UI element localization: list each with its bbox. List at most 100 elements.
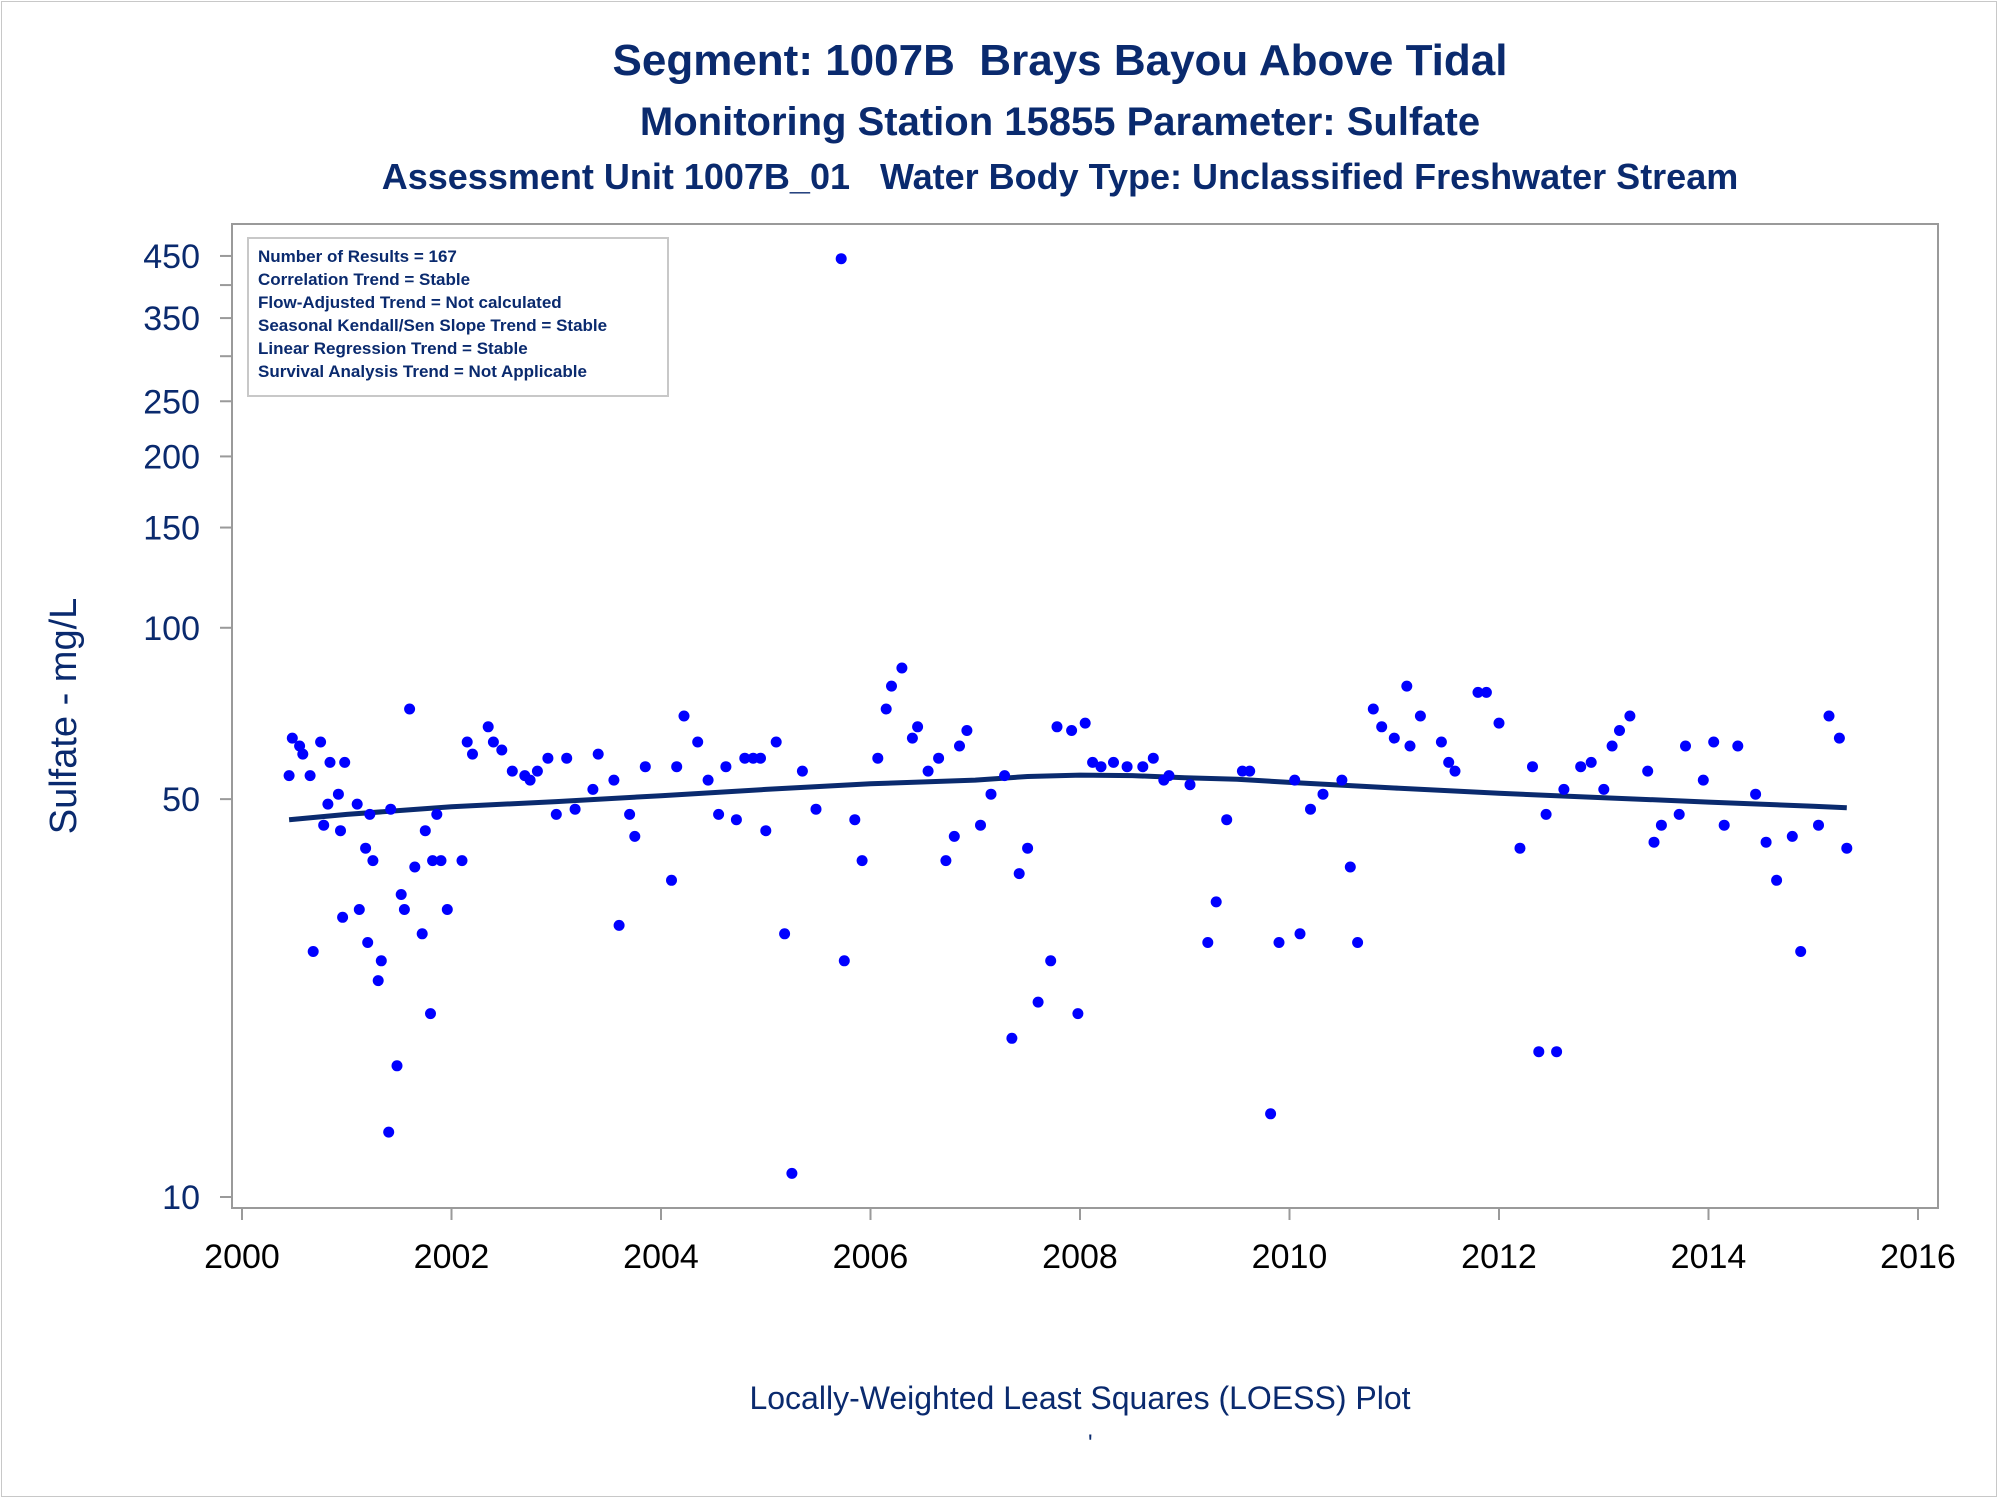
data-point <box>337 911 349 923</box>
data-point <box>332 788 344 800</box>
data-point <box>569 803 581 815</box>
y-tick-label: 150 <box>143 510 200 548</box>
data-point <box>482 721 494 733</box>
data-point <box>383 1126 395 1138</box>
data-point <box>1833 732 1845 744</box>
data-point <box>1614 725 1625 736</box>
data-point <box>1795 946 1807 957</box>
data-point <box>922 765 934 777</box>
data-point <box>906 732 918 744</box>
data-point <box>666 874 677 886</box>
data-point <box>1022 842 1034 854</box>
stats-box-frame <box>247 237 669 397</box>
chart-title: Segment: 1007B Brays Bayou Above Tidal <box>612 36 1508 85</box>
data-point <box>880 703 892 715</box>
data-point <box>1051 721 1063 733</box>
loess-layer <box>288 772 1847 823</box>
data-point <box>1163 770 1175 782</box>
data-point <box>1606 740 1618 752</box>
data-point <box>297 748 309 760</box>
x-tick-label: 2002 <box>414 1238 490 1276</box>
data-point <box>1443 756 1455 768</box>
data-point <box>1750 788 1762 800</box>
x-tick-label: 2000 <box>204 1238 280 1276</box>
data-point <box>671 761 683 773</box>
data-point <box>678 710 690 722</box>
data-point <box>896 662 908 674</box>
data-point <box>1032 996 1044 1008</box>
data-point <box>398 904 410 915</box>
data-point <box>940 855 952 867</box>
x-tick-label: 2014 <box>1671 1238 1747 1276</box>
data-point <box>1558 783 1570 795</box>
data-point <box>561 752 573 764</box>
data-point <box>385 803 397 815</box>
data-point <box>1013 868 1025 880</box>
data-point <box>1732 740 1744 752</box>
data-point <box>639 761 651 773</box>
data-point <box>1045 955 1057 967</box>
data-point <box>1655 819 1667 831</box>
data-point <box>1514 842 1526 854</box>
data-point <box>391 1060 403 1072</box>
data-point <box>506 765 518 777</box>
data-point <box>339 756 351 768</box>
data-point <box>542 752 554 764</box>
data-point <box>954 740 965 752</box>
data-point <box>496 744 508 756</box>
data-point <box>1202 937 1214 948</box>
data-point <box>1786 830 1798 842</box>
footnote-mark: ' <box>1088 1430 1093 1457</box>
data-point <box>933 752 945 764</box>
data-point <box>760 825 772 837</box>
data-point <box>1184 779 1196 791</box>
data-point <box>1680 740 1691 752</box>
data-point <box>1210 896 1222 908</box>
data-point <box>1533 1046 1545 1058</box>
data-point <box>409 861 421 873</box>
data-point <box>322 798 334 810</box>
data-point <box>1760 836 1772 848</box>
data-point <box>702 774 714 786</box>
data-point <box>1244 765 1256 777</box>
data-point <box>283 770 295 782</box>
y-tick-label: 250 <box>143 383 200 421</box>
data-point <box>838 955 850 967</box>
data-point <box>1435 736 1447 748</box>
data-point <box>367 855 379 867</box>
data-point <box>587 783 599 795</box>
data-point <box>1367 703 1379 715</box>
data-point <box>1642 765 1654 777</box>
data-point <box>550 808 562 820</box>
data-point <box>730 814 742 826</box>
data-point <box>613 919 625 931</box>
data-point <box>531 765 543 777</box>
stats-box: Number of Results = 167 Correlation Trend… <box>247 237 669 397</box>
data-point <box>456 855 468 867</box>
stats-box-line: Seasonal Kendall/Sen Slope Trend = Stabl… <box>258 316 607 335</box>
data-point <box>1265 1108 1277 1120</box>
points-layer <box>283 253 1853 1179</box>
x-axis: 2000 2002 2004 2006 2008 2010 2012 2014 2016 <box>204 1208 1956 1276</box>
data-point <box>487 736 499 748</box>
data-point <box>1376 721 1388 733</box>
data-point <box>608 774 620 786</box>
data-point <box>692 736 704 748</box>
y-axis-label: Sulfate - mg/L <box>43 598 85 835</box>
data-point <box>1336 774 1348 786</box>
data-point <box>1598 783 1610 795</box>
data-point <box>1624 710 1636 722</box>
data-point <box>1317 788 1329 800</box>
data-point <box>362 937 374 948</box>
data-point <box>416 928 428 940</box>
data-point <box>1221 814 1233 826</box>
data-point <box>1137 761 1149 773</box>
data-point <box>912 721 924 733</box>
data-point <box>395 889 407 900</box>
data-point <box>592 748 604 760</box>
y-tick-label: 50 <box>162 781 200 819</box>
data-point <box>1472 686 1484 698</box>
data-point <box>1006 1032 1018 1044</box>
footnote: Locally-Weighted Least Squares (LOESS) P… <box>749 1380 1411 1416</box>
